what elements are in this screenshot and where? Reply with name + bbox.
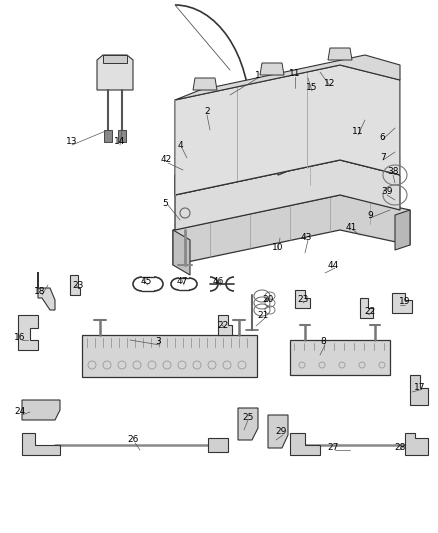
Polygon shape <box>238 408 258 440</box>
Polygon shape <box>22 433 60 455</box>
Text: 23: 23 <box>72 280 84 289</box>
Text: 2: 2 <box>204 108 210 117</box>
Polygon shape <box>18 315 38 350</box>
Polygon shape <box>175 140 400 195</box>
Text: 7: 7 <box>380 152 386 161</box>
Text: 9: 9 <box>367 211 373 220</box>
Polygon shape <box>22 400 60 420</box>
Text: 22: 22 <box>364 308 376 317</box>
Text: 8: 8 <box>320 337 326 346</box>
Text: 38: 38 <box>387 167 399 176</box>
Polygon shape <box>103 55 127 63</box>
Polygon shape <box>175 160 400 230</box>
Polygon shape <box>70 275 80 295</box>
Polygon shape <box>208 438 228 452</box>
Text: 12: 12 <box>324 78 336 87</box>
Polygon shape <box>173 195 410 265</box>
Text: 25: 25 <box>242 413 254 422</box>
Text: 20: 20 <box>262 295 274 303</box>
Text: 21: 21 <box>257 311 268 319</box>
Text: 26: 26 <box>127 435 139 445</box>
Text: 11: 11 <box>289 69 301 78</box>
Polygon shape <box>104 130 112 142</box>
Text: 18: 18 <box>34 287 46 296</box>
Text: 14: 14 <box>114 138 126 147</box>
Polygon shape <box>268 415 288 448</box>
Text: 44: 44 <box>327 261 339 270</box>
Text: 46: 46 <box>212 278 224 287</box>
Polygon shape <box>295 290 310 308</box>
Polygon shape <box>175 55 400 100</box>
Text: 17: 17 <box>414 383 426 392</box>
Polygon shape <box>410 375 428 405</box>
Text: 16: 16 <box>14 333 26 342</box>
Text: 27: 27 <box>327 442 339 451</box>
Text: 41: 41 <box>345 222 357 231</box>
Text: 22: 22 <box>217 320 229 329</box>
Text: 43: 43 <box>300 232 312 241</box>
Polygon shape <box>395 210 410 250</box>
Text: 1: 1 <box>255 70 261 79</box>
Polygon shape <box>360 298 373 318</box>
Text: 29: 29 <box>276 427 287 437</box>
Polygon shape <box>405 433 428 455</box>
Polygon shape <box>175 65 400 195</box>
Text: 47: 47 <box>177 278 188 287</box>
Text: 3: 3 <box>155 337 161 346</box>
Text: 28: 28 <box>394 442 406 451</box>
Text: 6: 6 <box>379 133 385 141</box>
Text: 24: 24 <box>14 408 26 416</box>
Polygon shape <box>328 48 352 60</box>
Polygon shape <box>260 63 284 75</box>
Text: 45: 45 <box>140 278 152 287</box>
Text: 13: 13 <box>66 138 78 147</box>
Text: 42: 42 <box>160 156 172 165</box>
Text: 4: 4 <box>177 141 183 149</box>
Polygon shape <box>97 55 133 90</box>
Text: 5: 5 <box>162 198 168 207</box>
Polygon shape <box>82 335 257 377</box>
Polygon shape <box>173 230 190 275</box>
Polygon shape <box>218 315 232 335</box>
Polygon shape <box>38 272 55 310</box>
Text: 39: 39 <box>381 188 393 197</box>
Polygon shape <box>290 340 390 375</box>
Text: 19: 19 <box>399 297 411 306</box>
Polygon shape <box>278 152 310 175</box>
Polygon shape <box>290 433 320 455</box>
Polygon shape <box>278 152 310 175</box>
Polygon shape <box>392 293 412 313</box>
Text: 15: 15 <box>306 84 318 93</box>
Polygon shape <box>193 78 217 90</box>
Polygon shape <box>118 130 126 142</box>
Text: 23: 23 <box>297 295 309 303</box>
Text: 11: 11 <box>352 127 364 136</box>
Text: 10: 10 <box>272 243 284 252</box>
